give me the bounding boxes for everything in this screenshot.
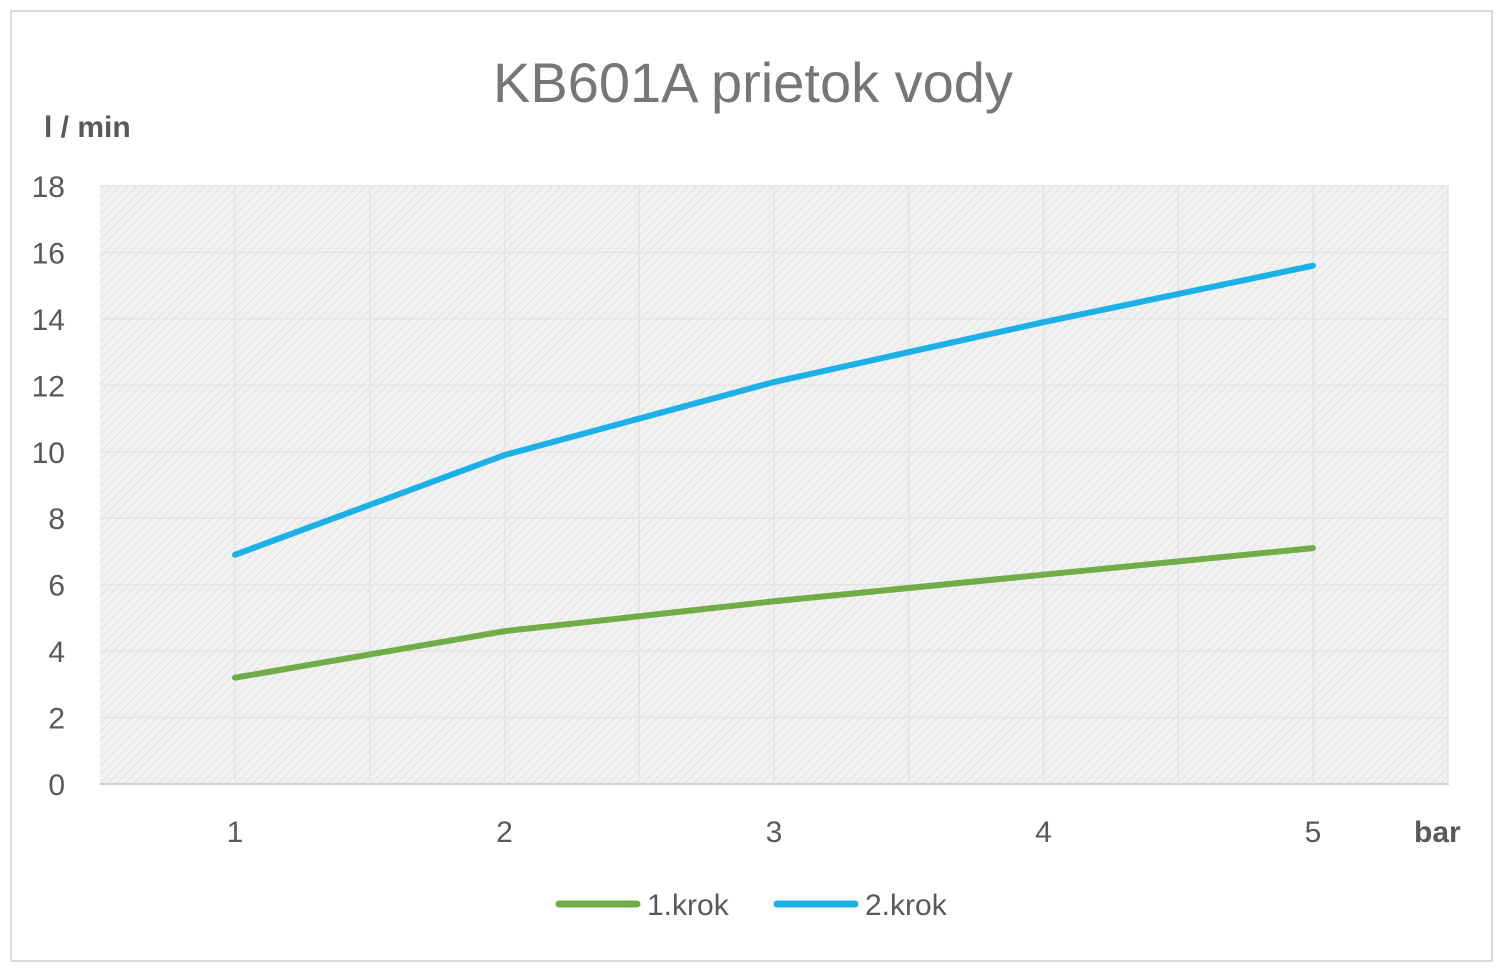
y-tick-label: 8 [48, 503, 65, 536]
y-tick-label: 10 [32, 437, 65, 470]
legend-label-2-krok: 2.krok [865, 889, 948, 922]
x-tick-label: 4 [1035, 816, 1052, 849]
series-line-2-krok [232, 262, 1316, 558]
y-tick-label: 4 [48, 636, 65, 669]
series-lines [232, 262, 1316, 681]
x-axis-label: bar [1414, 816, 1461, 849]
chart-title: KB601A prietok vody [493, 51, 1013, 114]
legend: 1.krok 2.krok [555, 889, 948, 922]
y-tick-label: 16 [32, 237, 65, 270]
y-tick-label: 18 [32, 171, 65, 204]
y-tick-label: 14 [32, 304, 65, 337]
y-axis-label: l / min [44, 111, 131, 144]
x-tick-label: 1 [227, 816, 244, 849]
x-tick-label: 5 [1305, 816, 1322, 849]
y-tick-label: 2 [48, 703, 65, 736]
y-tick-label: 0 [48, 769, 65, 802]
series-line-1-krok [232, 545, 1316, 681]
x-tick-label: 2 [496, 816, 513, 849]
legend-label-1-krok: 1.krok [647, 889, 730, 922]
y-tick-label: 6 [48, 570, 65, 603]
y-tick-label: 12 [32, 370, 65, 403]
gridlines [100, 185, 1449, 785]
x-tick-label: 3 [766, 816, 783, 849]
